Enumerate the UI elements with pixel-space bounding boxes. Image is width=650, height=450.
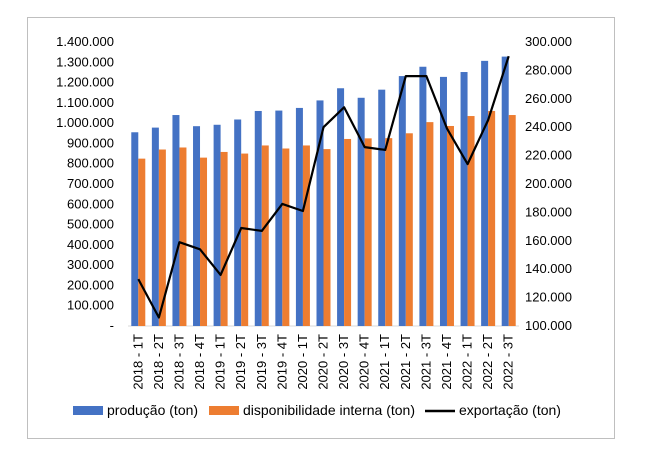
bar-disponibilidade bbox=[302, 145, 310, 326]
bar-disponibilidade bbox=[344, 138, 352, 326]
y-left-tick-label: 700.000 bbox=[67, 176, 114, 191]
x-tick-label: 2018 - 4T bbox=[192, 334, 207, 390]
bar-disponibilidade bbox=[467, 116, 475, 327]
bar-disponibilidade bbox=[385, 138, 393, 326]
y-left-tick-label: 300.000 bbox=[67, 257, 114, 272]
bar-producao bbox=[213, 124, 221, 326]
bars bbox=[131, 56, 516, 327]
bar-disponibilidade bbox=[138, 158, 146, 326]
legend-label-producao: produção (ton) bbox=[107, 402, 198, 418]
y-right-tick-label: 180.000 bbox=[525, 204, 572, 219]
x-tick-label: 2021 - 4T bbox=[439, 334, 454, 390]
y-left-tick-label: 100.000 bbox=[67, 298, 114, 313]
x-tick-label: 2018 - 1T bbox=[130, 334, 145, 390]
bar-producao bbox=[254, 110, 262, 326]
x-tick-label: 2020 - 1T bbox=[295, 334, 310, 390]
legend: produção (ton) disponibilidade interna (t… bbox=[73, 402, 561, 418]
legend-label-disponibilidade: disponibilidade interna (ton) bbox=[243, 402, 415, 418]
x-tick-label: 2019 - 2T bbox=[233, 334, 248, 390]
y-right-tick-label: 220.000 bbox=[525, 148, 572, 163]
y-left-tick-label: 1.100.000 bbox=[56, 95, 114, 110]
bar-producao bbox=[398, 76, 406, 326]
bar-disponibilidade bbox=[158, 149, 166, 326]
y-left-tick-label: 500.000 bbox=[67, 217, 114, 232]
bar-producao bbox=[439, 76, 447, 326]
bar-producao bbox=[316, 100, 324, 327]
y-left-tick-label: 1.300.000 bbox=[56, 54, 114, 69]
y-left-tick-label: 1.200.000 bbox=[56, 75, 114, 90]
bar-disponibilidade bbox=[220, 151, 228, 326]
bar-producao bbox=[481, 60, 489, 326]
bar-disponibilidade bbox=[261, 145, 269, 326]
tick-labels: - 100.000 200.000 300.000 400.000 500.000 600.… bbox=[56, 34, 572, 390]
y-left-tick-label: 1.000.000 bbox=[56, 115, 114, 130]
x-tick-label: 2022 - 3T bbox=[501, 334, 516, 390]
line-series bbox=[137, 55, 510, 319]
x-tick-label: 2018 - 3T bbox=[171, 334, 186, 390]
bar-disponibilidade bbox=[364, 138, 372, 326]
y-left-tick-label: 900.000 bbox=[67, 135, 114, 150]
y-left-tick-label: 400.000 bbox=[67, 237, 114, 252]
x-tick-label: 2019 - 1T bbox=[213, 334, 228, 390]
x-tick-label: 2022 - 1T bbox=[460, 334, 475, 390]
bar-disponibilidade bbox=[446, 125, 454, 327]
bar-producao bbox=[501, 56, 509, 326]
bar-disponibilidade bbox=[488, 110, 496, 326]
x-tick-label: 2019 - 3T bbox=[254, 334, 269, 390]
x-tick-label: 2020 - 3T bbox=[336, 334, 351, 390]
legend-swatch-producao bbox=[73, 406, 103, 415]
y-left-tick-label: 200.000 bbox=[67, 277, 114, 292]
y-right-tick-label: 100.000 bbox=[525, 318, 572, 333]
y-right-tick-label: 280.000 bbox=[525, 62, 572, 77]
x-tick-label: 2019 - 4T bbox=[274, 334, 289, 390]
y-right-tick-label: 120.000 bbox=[525, 290, 572, 305]
bar-disponibilidade bbox=[405, 133, 413, 326]
bar-disponibilidade bbox=[508, 115, 516, 327]
bar-producao bbox=[193, 126, 201, 326]
y-left-tick-label: 800.000 bbox=[67, 156, 114, 171]
bar-producao bbox=[357, 97, 365, 327]
bar-producao bbox=[460, 72, 468, 326]
bar-disponibilidade bbox=[282, 148, 290, 326]
x-tick-label: 2021 - 3T bbox=[418, 334, 433, 390]
y-right-tick-label: 300.000 bbox=[525, 34, 572, 49]
bar-disponibilidade bbox=[179, 147, 187, 326]
combo-chart: - 100.000 200.000 300.000 400.000 500.000 600.… bbox=[56, 34, 572, 418]
bar-disponibilidade bbox=[200, 157, 208, 326]
bar-producao bbox=[172, 115, 180, 327]
x-tick-label: 2020 - 4T bbox=[357, 334, 372, 390]
y-right-tick-label: 200.000 bbox=[525, 176, 572, 191]
y-right-tick-label: 140.000 bbox=[525, 261, 572, 276]
bar-producao bbox=[295, 107, 303, 326]
bar-producao bbox=[151, 127, 159, 326]
x-tick-label: 2018 - 2T bbox=[151, 334, 166, 390]
bar-producao bbox=[419, 66, 427, 327]
bar-producao bbox=[337, 88, 345, 326]
x-tick-label: 2020 - 2T bbox=[316, 334, 331, 390]
legend-label-exportacao: exportação (ton) bbox=[459, 402, 561, 418]
bar-producao bbox=[275, 110, 283, 327]
y-left-tick-label: 1.400.000 bbox=[56, 34, 114, 49]
y-left-tick-label: 600.000 bbox=[67, 196, 114, 211]
x-tick-label: 2021 - 1T bbox=[377, 334, 392, 390]
bar-disponibilidade bbox=[323, 149, 331, 326]
bar-producao bbox=[131, 132, 139, 326]
bar-producao bbox=[378, 89, 386, 327]
bar-disponibilidade bbox=[426, 122, 434, 326]
x-tick-label: 2022 - 2T bbox=[480, 334, 495, 390]
y-right-tick-label: 160.000 bbox=[525, 233, 572, 248]
y-left-tick-label: - bbox=[110, 318, 114, 333]
legend-swatch-disponibilidade bbox=[209, 406, 239, 415]
bar-disponibilidade bbox=[241, 153, 249, 326]
y-right-tick-label: 240.000 bbox=[525, 119, 572, 134]
bar-producao bbox=[234, 119, 242, 327]
x-tick-label: 2021 - 2T bbox=[398, 334, 413, 390]
chart-frame: - 100.000 200.000 300.000 400.000 500.000 600.… bbox=[27, 17, 615, 439]
y-right-tick-label: 260.000 bbox=[525, 91, 572, 106]
